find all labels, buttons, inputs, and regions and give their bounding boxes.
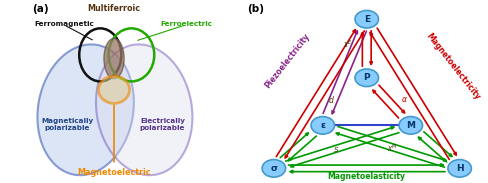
Text: $\alpha$: $\alpha$ bbox=[400, 95, 407, 104]
Text: (a): (a) bbox=[33, 4, 49, 14]
Text: Magnetically
polarizable: Magnetically polarizable bbox=[41, 118, 93, 131]
Text: M: M bbox=[406, 121, 414, 130]
Text: ε: ε bbox=[320, 121, 325, 130]
Ellipse shape bbox=[96, 44, 192, 175]
Text: Electrically
polarizable: Electrically polarizable bbox=[140, 118, 185, 131]
Text: P: P bbox=[363, 73, 369, 82]
Text: (b): (b) bbox=[246, 4, 264, 14]
Text: H: H bbox=[455, 164, 463, 173]
Text: Ferromagnetic: Ferromagnetic bbox=[34, 21, 94, 27]
Text: Magnetoelasticity: Magnetoelasticity bbox=[327, 172, 405, 181]
Text: $S$: $S$ bbox=[332, 145, 339, 154]
Ellipse shape bbox=[98, 76, 129, 103]
Text: Ferroelectric: Ferroelectric bbox=[160, 21, 211, 27]
Circle shape bbox=[447, 160, 470, 177]
Circle shape bbox=[354, 10, 378, 28]
Circle shape bbox=[262, 160, 285, 177]
Text: $\chi^M$: $\chi^M$ bbox=[386, 143, 397, 155]
Circle shape bbox=[354, 69, 378, 87]
Ellipse shape bbox=[38, 44, 134, 175]
Ellipse shape bbox=[104, 38, 124, 79]
Text: Magnetoelectric: Magnetoelectric bbox=[77, 168, 150, 178]
Circle shape bbox=[310, 117, 334, 134]
Text: Multiferroic: Multiferroic bbox=[87, 4, 140, 13]
Text: σ: σ bbox=[270, 164, 277, 173]
Text: Magnetoelectricity: Magnetoelectricity bbox=[424, 32, 481, 102]
Circle shape bbox=[398, 117, 422, 134]
Text: $\chi^E$: $\chi^E$ bbox=[343, 39, 352, 51]
Text: E: E bbox=[363, 15, 369, 24]
Text: Piezoelectricity: Piezoelectricity bbox=[263, 32, 311, 91]
Text: $d$: $d$ bbox=[327, 94, 334, 105]
